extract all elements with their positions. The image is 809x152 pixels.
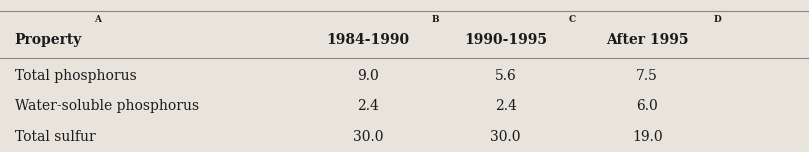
Text: C: C <box>569 15 576 24</box>
Text: 19.0: 19.0 <box>632 130 663 144</box>
Text: Total sulfur: Total sulfur <box>15 130 95 144</box>
Text: A: A <box>94 15 101 24</box>
Text: 7.5: 7.5 <box>636 69 659 83</box>
Text: B: B <box>431 15 438 24</box>
Text: 30.0: 30.0 <box>490 130 521 144</box>
Text: 2.4: 2.4 <box>357 99 379 113</box>
Text: 9.0: 9.0 <box>358 69 379 83</box>
Text: D: D <box>714 15 722 24</box>
Text: 2.4: 2.4 <box>494 99 517 113</box>
Text: 6.0: 6.0 <box>637 99 658 113</box>
Text: Total phosphorus: Total phosphorus <box>15 69 136 83</box>
Text: 1984-1990: 1984-1990 <box>327 33 409 47</box>
Text: 30.0: 30.0 <box>353 130 383 144</box>
Text: Water-soluble phosphorus: Water-soluble phosphorus <box>15 99 199 113</box>
Text: Property: Property <box>15 33 82 47</box>
Text: 5.6: 5.6 <box>495 69 516 83</box>
Text: After 1995: After 1995 <box>606 33 688 47</box>
Text: 1990-1995: 1990-1995 <box>464 33 547 47</box>
